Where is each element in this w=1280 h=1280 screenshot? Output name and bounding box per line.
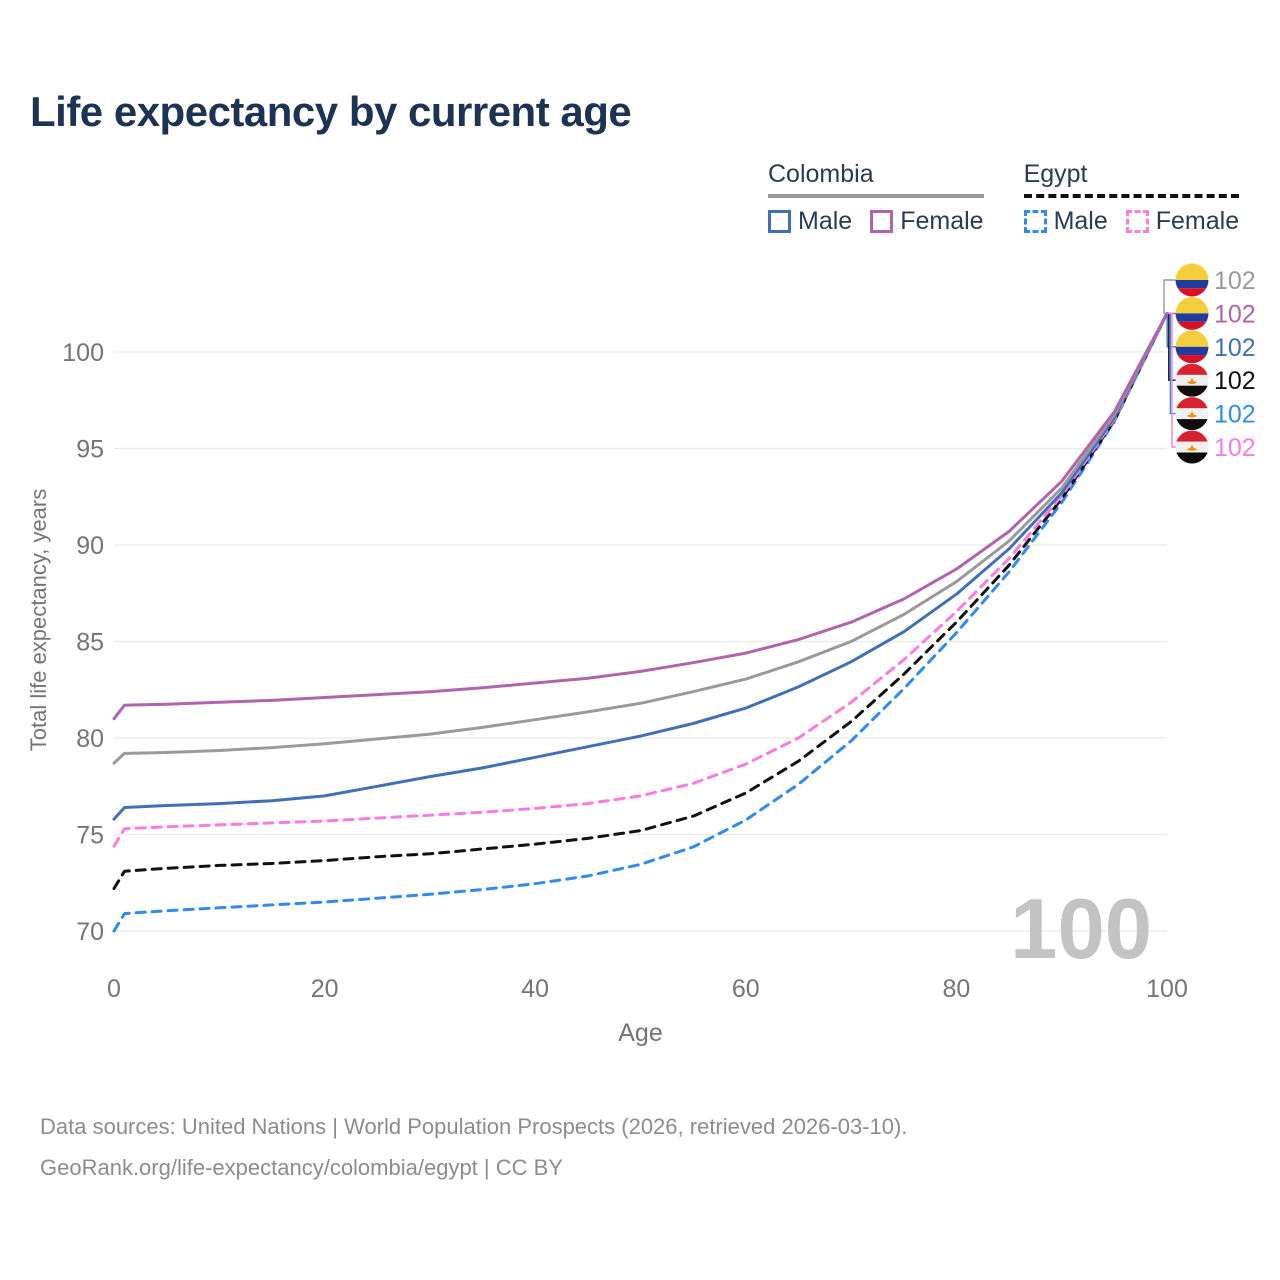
egypt-eagle-emblem bbox=[1186, 377, 1198, 385]
egypt-flag-icon bbox=[1175, 430, 1209, 464]
footer-sources-line: Data sources: United Nations | World Pop… bbox=[40, 1114, 908, 1139]
y-tick-label-70: 70 bbox=[76, 918, 104, 946]
y-axis-title: Total life expectancy, years bbox=[26, 489, 51, 752]
egypt-male-swatch-icon bbox=[1023, 210, 1047, 233]
y-tick-label-85: 85 bbox=[76, 629, 104, 657]
series-line-egypt-female bbox=[112, 311, 1169, 848]
colombia-flag-icon bbox=[1175, 330, 1209, 364]
series-line-colombia-female bbox=[112, 311, 1169, 721]
end-label-leader-egypt-female bbox=[1167, 312, 1176, 448]
colombia-flag-icon bbox=[1175, 296, 1209, 330]
x-tick-label-60: 60 bbox=[732, 975, 760, 1003]
series-line-colombia bbox=[112, 311, 1169, 765]
x-tick-label-80: 80 bbox=[942, 975, 970, 1003]
legend-item-egypt-female: Female bbox=[1125, 207, 1240, 236]
egypt-flag-icon bbox=[1175, 397, 1209, 431]
legend-item-egypt-male: Male bbox=[1023, 207, 1108, 236]
y-tick-label-75: 75 bbox=[76, 822, 104, 850]
series-line-egypt-male bbox=[112, 311, 1169, 933]
egypt-line-swatch bbox=[1023, 194, 1240, 198]
legend-group-colombia: Colombia Male Female bbox=[768, 160, 984, 236]
legend-item-colombia-female: Female bbox=[870, 207, 984, 236]
legend-items-colombia: Male Female bbox=[768, 207, 984, 236]
y-tick-label-80: 80 bbox=[76, 725, 104, 753]
x-axis-title: Age bbox=[618, 1019, 662, 1047]
end-label-value-egypt-female: 102 bbox=[1214, 434, 1256, 462]
y-tick-label-100: 100 bbox=[62, 339, 104, 367]
legend-country-colombia: Colombia bbox=[768, 160, 874, 188]
legend-label-colombia-male: Male bbox=[798, 207, 853, 235]
legend-label-egypt-female: Female bbox=[1155, 207, 1240, 235]
egypt-flag-icon bbox=[1175, 363, 1209, 397]
egypt-eagle-emblem bbox=[1186, 444, 1198, 451]
end-label-value-colombia-male: 102 bbox=[1214, 334, 1256, 362]
legend-group-egypt: Egypt Male Female bbox=[1023, 160, 1240, 236]
line-chart: 70 75 80 85 90 95 100 0 20 40 60 80 100 Age Total life… bbox=[26, 263, 1256, 1047]
end-label-value-egypt: 102 bbox=[1214, 367, 1256, 395]
y-tick-label-95: 95 bbox=[76, 436, 104, 464]
legend-label-egypt-male: Male bbox=[1053, 207, 1108, 235]
colombia-male-swatch-icon bbox=[768, 210, 791, 233]
colombia-flag-icon bbox=[1175, 263, 1209, 297]
x-tick-label-40: 40 bbox=[521, 975, 549, 1003]
x-tick-label-20: 20 bbox=[311, 975, 339, 1003]
end-label-value-colombia-female: 102 bbox=[1214, 300, 1256, 328]
end-label-value-colombia: 102 bbox=[1214, 267, 1256, 295]
series-line-colombia-male bbox=[112, 311, 1169, 821]
egypt-female-swatch-icon bbox=[1125, 210, 1149, 233]
legend-label-colombia-female: Female bbox=[900, 207, 984, 235]
legend-item-colombia-male: Male bbox=[768, 207, 852, 236]
series-line-egypt bbox=[112, 311, 1169, 890]
footer-attribution-line: GeoRank.org/life-expectancy/colombia/egy… bbox=[40, 1155, 563, 1180]
legend: Colombia Male Female Egypt Male bbox=[768, 160, 1240, 236]
end-label-leader-colombia bbox=[1163, 279, 1176, 315]
end-label-value-egypt-male: 102 bbox=[1214, 401, 1256, 429]
colombia-female-swatch-icon bbox=[870, 210, 894, 233]
data-sources-footer: Data sources: United Nations | World Pop… bbox=[40, 1106, 907, 1188]
legend-items-egypt: Male Female bbox=[1023, 207, 1240, 236]
age-counter: 100 bbox=[1010, 882, 1152, 977]
page-title: Life expectancy by current age bbox=[30, 88, 632, 135]
x-tick-label-0: 0 bbox=[107, 975, 121, 1003]
colombia-line-swatch bbox=[768, 194, 984, 198]
legend-country-egypt: Egypt bbox=[1023, 160, 1088, 188]
egypt-eagle-emblem bbox=[1186, 411, 1198, 418]
x-tick-label-100: 100 bbox=[1146, 975, 1188, 1003]
y-tick-label-90: 90 bbox=[76, 532, 104, 560]
